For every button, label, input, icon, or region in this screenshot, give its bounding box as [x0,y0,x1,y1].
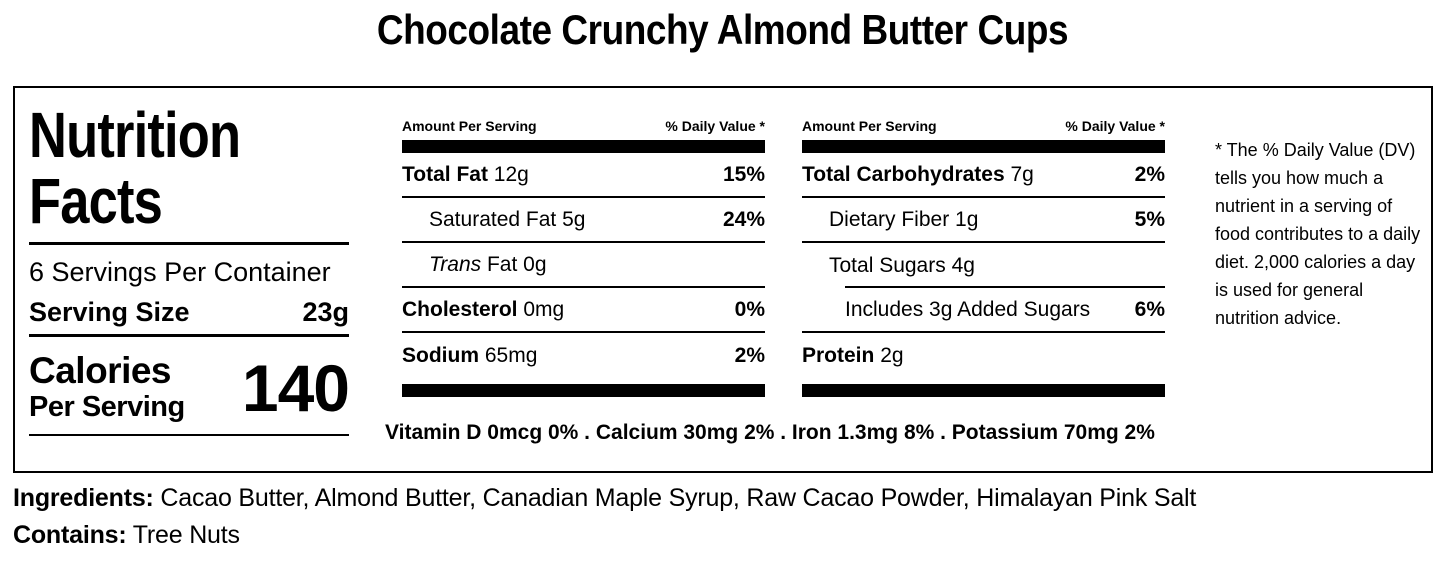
ingredients-section: Ingredients: Cacao Butter, Almond Butter… [13,480,1438,554]
nutrient-row-saturated-fat: Saturated Fat 5g 24% [402,198,765,243]
serving-size-value: 23g [302,297,349,327]
nutrient-row-total-sugars: Total Sugars 4g [802,243,1165,288]
nutrient-dv: 5% [1134,207,1165,231]
nutrient-columns: Amount Per Serving % Daily Value * Total… [385,88,1165,445]
nutrient-name: Total Fat 12g [402,163,529,187]
divider-rule-indented [845,286,1165,288]
nutrient-label: Cholesterol [402,297,518,321]
contains-value: Tree Nuts [132,521,240,549]
nutrient-amount: 65mg [484,343,538,367]
nutrient-label-italic: Trans [429,252,482,276]
product-title: Chocolate Crunchy Almond Butter Cups [376,6,1069,53]
calories-row: Calories Per Serving 140 [29,350,350,425]
nutrition-facts-panel: Nutrition Facts 6 Servings Per Container… [13,86,1433,473]
serving-size-label: Serving Size [29,297,190,327]
nutrient-amount: 5g [562,207,586,231]
nutrient-column-right: Amount Per Serving % Daily Value * Total… [802,118,1165,397]
nutrient-name: Saturated Fat 5g [402,208,585,232]
nutrient-name: Total Sugars 4g [802,254,975,278]
nutrient-columns-inner: Amount Per Serving % Daily Value * Total… [402,118,1165,397]
nutrient-name: Includes 3g Added Sugars [802,298,1090,322]
daily-value-header: % Daily Value * [1065,118,1165,134]
nutrient-row-total-fat: Total Fat 12g 15% [402,153,765,198]
nutrient-amount: 1g [955,207,979,231]
ingredients-label: Ingredients: [13,484,154,512]
nutrient-row-added-sugars: Includes 3g Added Sugars 6% [802,288,1165,333]
nutrient-label: Total Carbohydrates [802,162,1005,186]
calories-value: 140 [241,350,350,425]
contains-label: Contains: [13,521,127,549]
calories-label: Calories [29,350,172,391]
nutrient-row-cholesterol: Cholesterol 0mg 0% [402,288,765,333]
ingredients-line: Ingredients: Cacao Butter, Almond Butter… [13,480,1438,517]
nutrient-row-dietary-fiber: Dietary Fiber 1g 5% [802,198,1165,243]
daily-value-header: % Daily Value * [665,118,765,134]
nutrient-row-sodium: Sodium 65mg 2% [402,333,765,378]
divider-bar [802,140,1165,153]
nutrient-label: Saturated Fat [429,207,557,231]
servings-per-container: 6 Servings Per Container [29,257,331,287]
nutrient-label: Sodium [402,343,479,367]
nutrient-amount: 0g [523,252,547,276]
nutrient-amount: 4g [951,253,975,277]
ingredients-value: Cacao Butter, Almond Butter, Canadian Ma… [160,484,1197,512]
divider-rule [29,242,349,245]
nutrient-amount: 0mg [523,297,565,321]
nutrient-dv: 2% [734,343,765,367]
contains-line: Contains: Tree Nuts [13,517,1438,554]
nutrient-amount: 7g [1010,162,1034,186]
nutrient-amount: 2g [880,343,904,367]
nutrient-row-protein: Protein 2g [802,333,1165,378]
calories-sublabel: Per Serving [29,391,185,423]
nutrient-name: Protein 2g [802,344,904,368]
nutrient-label: Total Fat [402,162,488,186]
divider-rule [29,334,349,337]
nutrient-name: Sodium 65mg [402,344,537,368]
nutrition-facts-heading: Nutrition Facts [29,99,241,237]
nutrient-row-trans-fat: Trans Fat 0g [402,243,765,288]
nutrient-label: Protein [802,343,875,367]
nutrient-dv: 0% [734,297,765,321]
nutrient-amount: 12g [493,162,529,186]
divider-bar [402,140,765,153]
nutrient-label: Dietary Fiber [829,207,950,231]
calories-labels: Calories Per Serving [29,351,185,424]
amount-per-serving-header: Amount Per Serving [802,118,937,134]
serving-size-row: Serving Size 23g [29,295,349,329]
daily-value-footnote: * The % Daily Value (DV) tells you how m… [1215,140,1421,328]
column-header: Amount Per Serving % Daily Value * [802,118,1165,134]
nutrient-column-left: Amount Per Serving % Daily Value * Total… [402,118,765,397]
nutrient-name: Trans Fat 0g [402,253,547,277]
nutrition-facts-summary: Nutrition Facts 6 Servings Per Container… [29,99,350,436]
micronutrients-line: Vitamin D 0mcg 0% . Calcium 30mg 2% . Ir… [385,421,1155,444]
amount-per-serving-header: Amount Per Serving [402,118,537,134]
divider-rule [29,434,349,436]
nutrient-label: Includes 3g Added Sugars [845,297,1091,321]
nutrient-dv: 15% [722,162,765,186]
column-header: Amount Per Serving % Daily Value * [402,118,765,134]
nutrient-label: Fat [486,252,518,276]
nutrient-dv: 2% [1134,162,1165,186]
nutrient-name: Dietary Fiber 1g [802,208,978,232]
nutrient-name: Total Carbohydrates 7g [802,163,1034,187]
nutrient-label: Total Sugars [829,253,946,277]
nutrient-dv: 6% [1134,297,1165,321]
divider-bar [802,384,1165,397]
nutrient-row-total-carbohydrates: Total Carbohydrates 7g 2% [802,153,1165,198]
nutrient-dv: 24% [722,207,765,231]
nutrient-name: Cholesterol 0mg [402,298,564,322]
page: { "page_title": "Chocolate Crunchy Almon… [0,6,1445,570]
divider-bar [402,384,765,397]
